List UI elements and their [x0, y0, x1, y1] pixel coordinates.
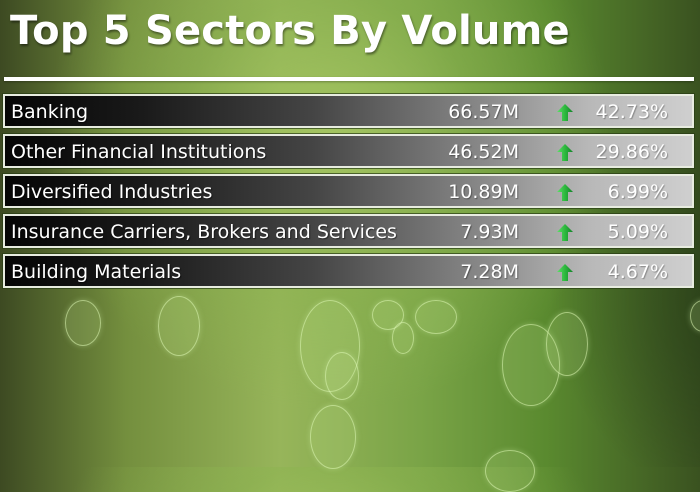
sector-row-diversified-industries[interactable]: Diversified Industries 10.89M 6.99% [2, 173, 695, 209]
bokeh-circle [690, 300, 700, 332]
sector-percent: 5.09% [607, 221, 668, 243]
sector-percent: 6.99% [607, 181, 668, 203]
bokeh-circle [325, 352, 359, 400]
sector-volume: 66.57M [448, 101, 519, 123]
arrow-up-icon [557, 104, 573, 121]
sector-name: Other Financial Institutions [11, 141, 267, 163]
bokeh-circle [392, 322, 414, 354]
bokeh-circle [310, 405, 356, 469]
bokeh-circle [415, 300, 457, 334]
bokeh-circle [546, 312, 588, 376]
sector-list: Banking 66.57M 42.73% Other Financial In… [2, 93, 695, 294]
sector-volume: 46.52M [448, 141, 519, 163]
arrow-up-icon [557, 224, 573, 241]
title-divider [4, 77, 694, 81]
arrow-up-icon [557, 264, 573, 281]
page-title: Top 5 Sectors By Volume [10, 8, 570, 54]
sector-percent: 42.73% [595, 101, 668, 123]
arrow-up-icon [557, 184, 573, 201]
sector-percent: 4.67% [607, 261, 668, 283]
sector-row-banking[interactable]: Banking 66.57M 42.73% [2, 93, 695, 129]
sector-name: Insurance Carriers, Brokers and Services [11, 221, 397, 243]
sector-name: Banking [11, 101, 89, 123]
bokeh-circle [65, 300, 101, 346]
sector-percent: 29.86% [595, 141, 668, 163]
sector-name: Building Materials [11, 261, 182, 283]
bokeh-circle [158, 296, 200, 356]
sector-volume: 7.28M [460, 261, 519, 283]
sector-row-building-materials[interactable]: Building Materials 7.28M 4.67% [2, 253, 695, 289]
arrow-up-icon [557, 144, 573, 161]
sector-volume: 10.89M [448, 181, 519, 203]
sector-volume: 7.93M [460, 221, 519, 243]
sector-row-other-financial-institutions[interactable]: Other Financial Institutions 46.52M 29.8… [2, 133, 695, 169]
sector-row-insurance[interactable]: Insurance Carriers, Brokers and Services… [2, 213, 695, 249]
bokeh-circle [485, 450, 535, 492]
sector-name: Diversified Industries [11, 181, 213, 203]
